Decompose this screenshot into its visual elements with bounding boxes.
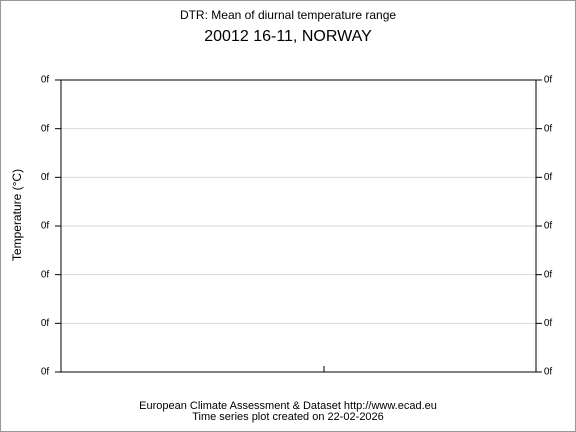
y-tick-label: 0f [41,318,50,329]
y-axis-label: Temperature (°C) [10,169,24,261]
y-tick-label: 0f [544,318,553,329]
y-tick-label: 0f [544,367,553,378]
y-tick-label: 0f [544,172,553,183]
y-tick-label: 0f [544,269,553,280]
y-tick-label: 0f [41,123,50,134]
y-tick-label: 0f [544,75,553,86]
chart-subtitle: 20012 16-11, NORWAY [204,28,372,45]
chart-title: DTR: Mean of diurnal temperature range [180,8,396,22]
y-tick-label: 0f [41,172,50,183]
y-tick-label: 0f [41,75,50,86]
y-tick-label: 0f [41,367,50,378]
y-tick-label: 0f [544,123,553,134]
grid [61,128,536,324]
y-tick-label: 0f [544,221,553,232]
y-tick-label: 0f [41,221,50,232]
footer-line: Time series plot created on 22-02-2026 [192,411,384,423]
footer-line: European Climate Assessment & Dataset ht… [139,400,437,412]
y-tick-label: 0f [41,269,50,280]
